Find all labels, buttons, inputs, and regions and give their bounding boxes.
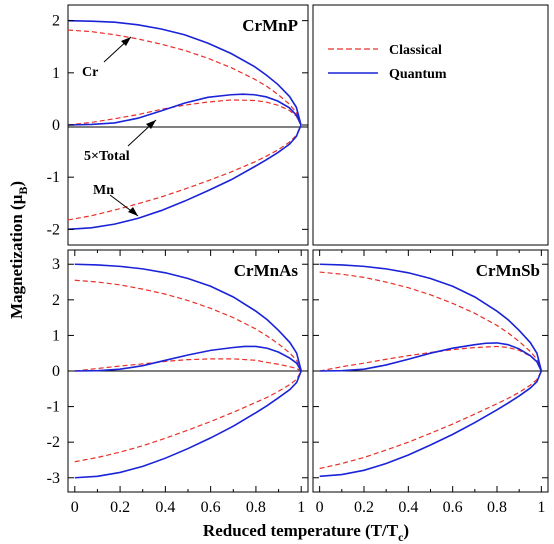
series-line-quantum-total [67,93,302,126]
x-tick-label: 0.2 [110,499,130,516]
series-line-quantum-cr [74,263,302,372]
x-tick-label: 0.2 [354,499,374,516]
x-tick-label: 0.6 [443,499,463,516]
y-tick-label: 0 [52,117,60,134]
x-tick-label: 0.4 [398,499,418,516]
series-line-quantum-total [319,342,543,372]
x-tick-label: 0 [316,499,324,516]
x-tick-label: 1 [537,499,545,516]
legend-classical: Classical [328,43,442,58]
series-line-quantum-cr [67,19,302,126]
annotation-mn: Mn [93,183,114,198]
y-tick-label: 3 [52,256,60,273]
series-line-classical-total [319,345,542,372]
x-axis-label: Reduced temperature (T/Tc) [203,521,409,544]
y-axis-label-sub: B [16,187,30,195]
y-tick-label: -1 [47,169,60,186]
annotation-mn-arrowhead [128,207,138,216]
y-tick-label: 2 [52,292,60,309]
y-tick-label: -1 [47,399,60,416]
legend-classical-label: Classical [389,43,442,58]
x-tick-label: 0.8 [246,499,266,516]
y-tick-label: -3 [47,470,60,487]
y-axis-label-close: ) [7,181,26,187]
y-tick-label: 1 [52,65,60,82]
y-axis-label: Magnetization (μB) [7,181,30,319]
x-axis-label-sub: c [398,530,404,544]
x-axis-label-close: ) [403,521,409,540]
series-line-classical-mn [67,124,302,221]
y-tick-label: 1 [52,327,60,344]
y-tick-label: 0 [52,363,60,380]
legend-quantum: Quantum [328,67,447,82]
panel-crmnas: -3 -2 -1 0 1 2 3 0 0.2 0.4 0.6 0.8 1 CrMnAs [47,249,309,516]
series-line-quantum-mn [67,124,302,231]
legend-frame [312,4,549,246]
annotation-cr-arrowhead [121,37,131,46]
panel-crmnsb: 0 0.2 0.4 0.6 0.8 1 CrMnSb [312,249,549,516]
series-line-quantum-total [74,345,302,372]
series-line-classical-cr [319,271,542,372]
panel-title: CrMnP [242,16,298,35]
x-axis-label-main: Reduced temperature (T/T [203,521,399,540]
series-line-quantum-mn [74,370,302,479]
annotation-total: 5×Total [84,149,130,164]
legend-panel: Classical Quantum [312,4,549,246]
series-line-classical-total [67,99,302,126]
panel-crmnp: -2 -1 0 1 2 CrMnP Cr 5×Total Mn [47,4,309,246]
series-line-classical-cr [74,279,302,372]
y-tick-label: -2 [47,434,60,451]
x-tick-label: 1 [297,499,305,516]
series-line-classical-mn [74,370,302,463]
panel-frame [67,4,309,246]
x-tick-label: 0.8 [487,499,507,516]
series-line-classical-mn [319,370,542,470]
annotation-cr: Cr [82,65,98,80]
legend-quantum-label: Quantum [389,67,447,82]
panel-title: CrMnSb [476,261,540,280]
panel-title: CrMnAs [234,261,299,280]
x-tick-label: 0 [71,499,79,516]
series-line-classical-cr [67,29,302,126]
x-tick-label: 0.6 [201,499,221,516]
y-tick-label: -2 [47,221,60,238]
x-tick-label: 0.4 [155,499,175,516]
y-axis-label-main: Magnetization (μ [7,194,26,319]
series-line-quantum-cr [319,263,543,372]
y-tick-label: 2 [52,13,60,30]
series-line-quantum-mn [319,370,543,478]
series-line-classical-total [74,358,302,372]
annotation-total-arrowhead [146,120,156,129]
